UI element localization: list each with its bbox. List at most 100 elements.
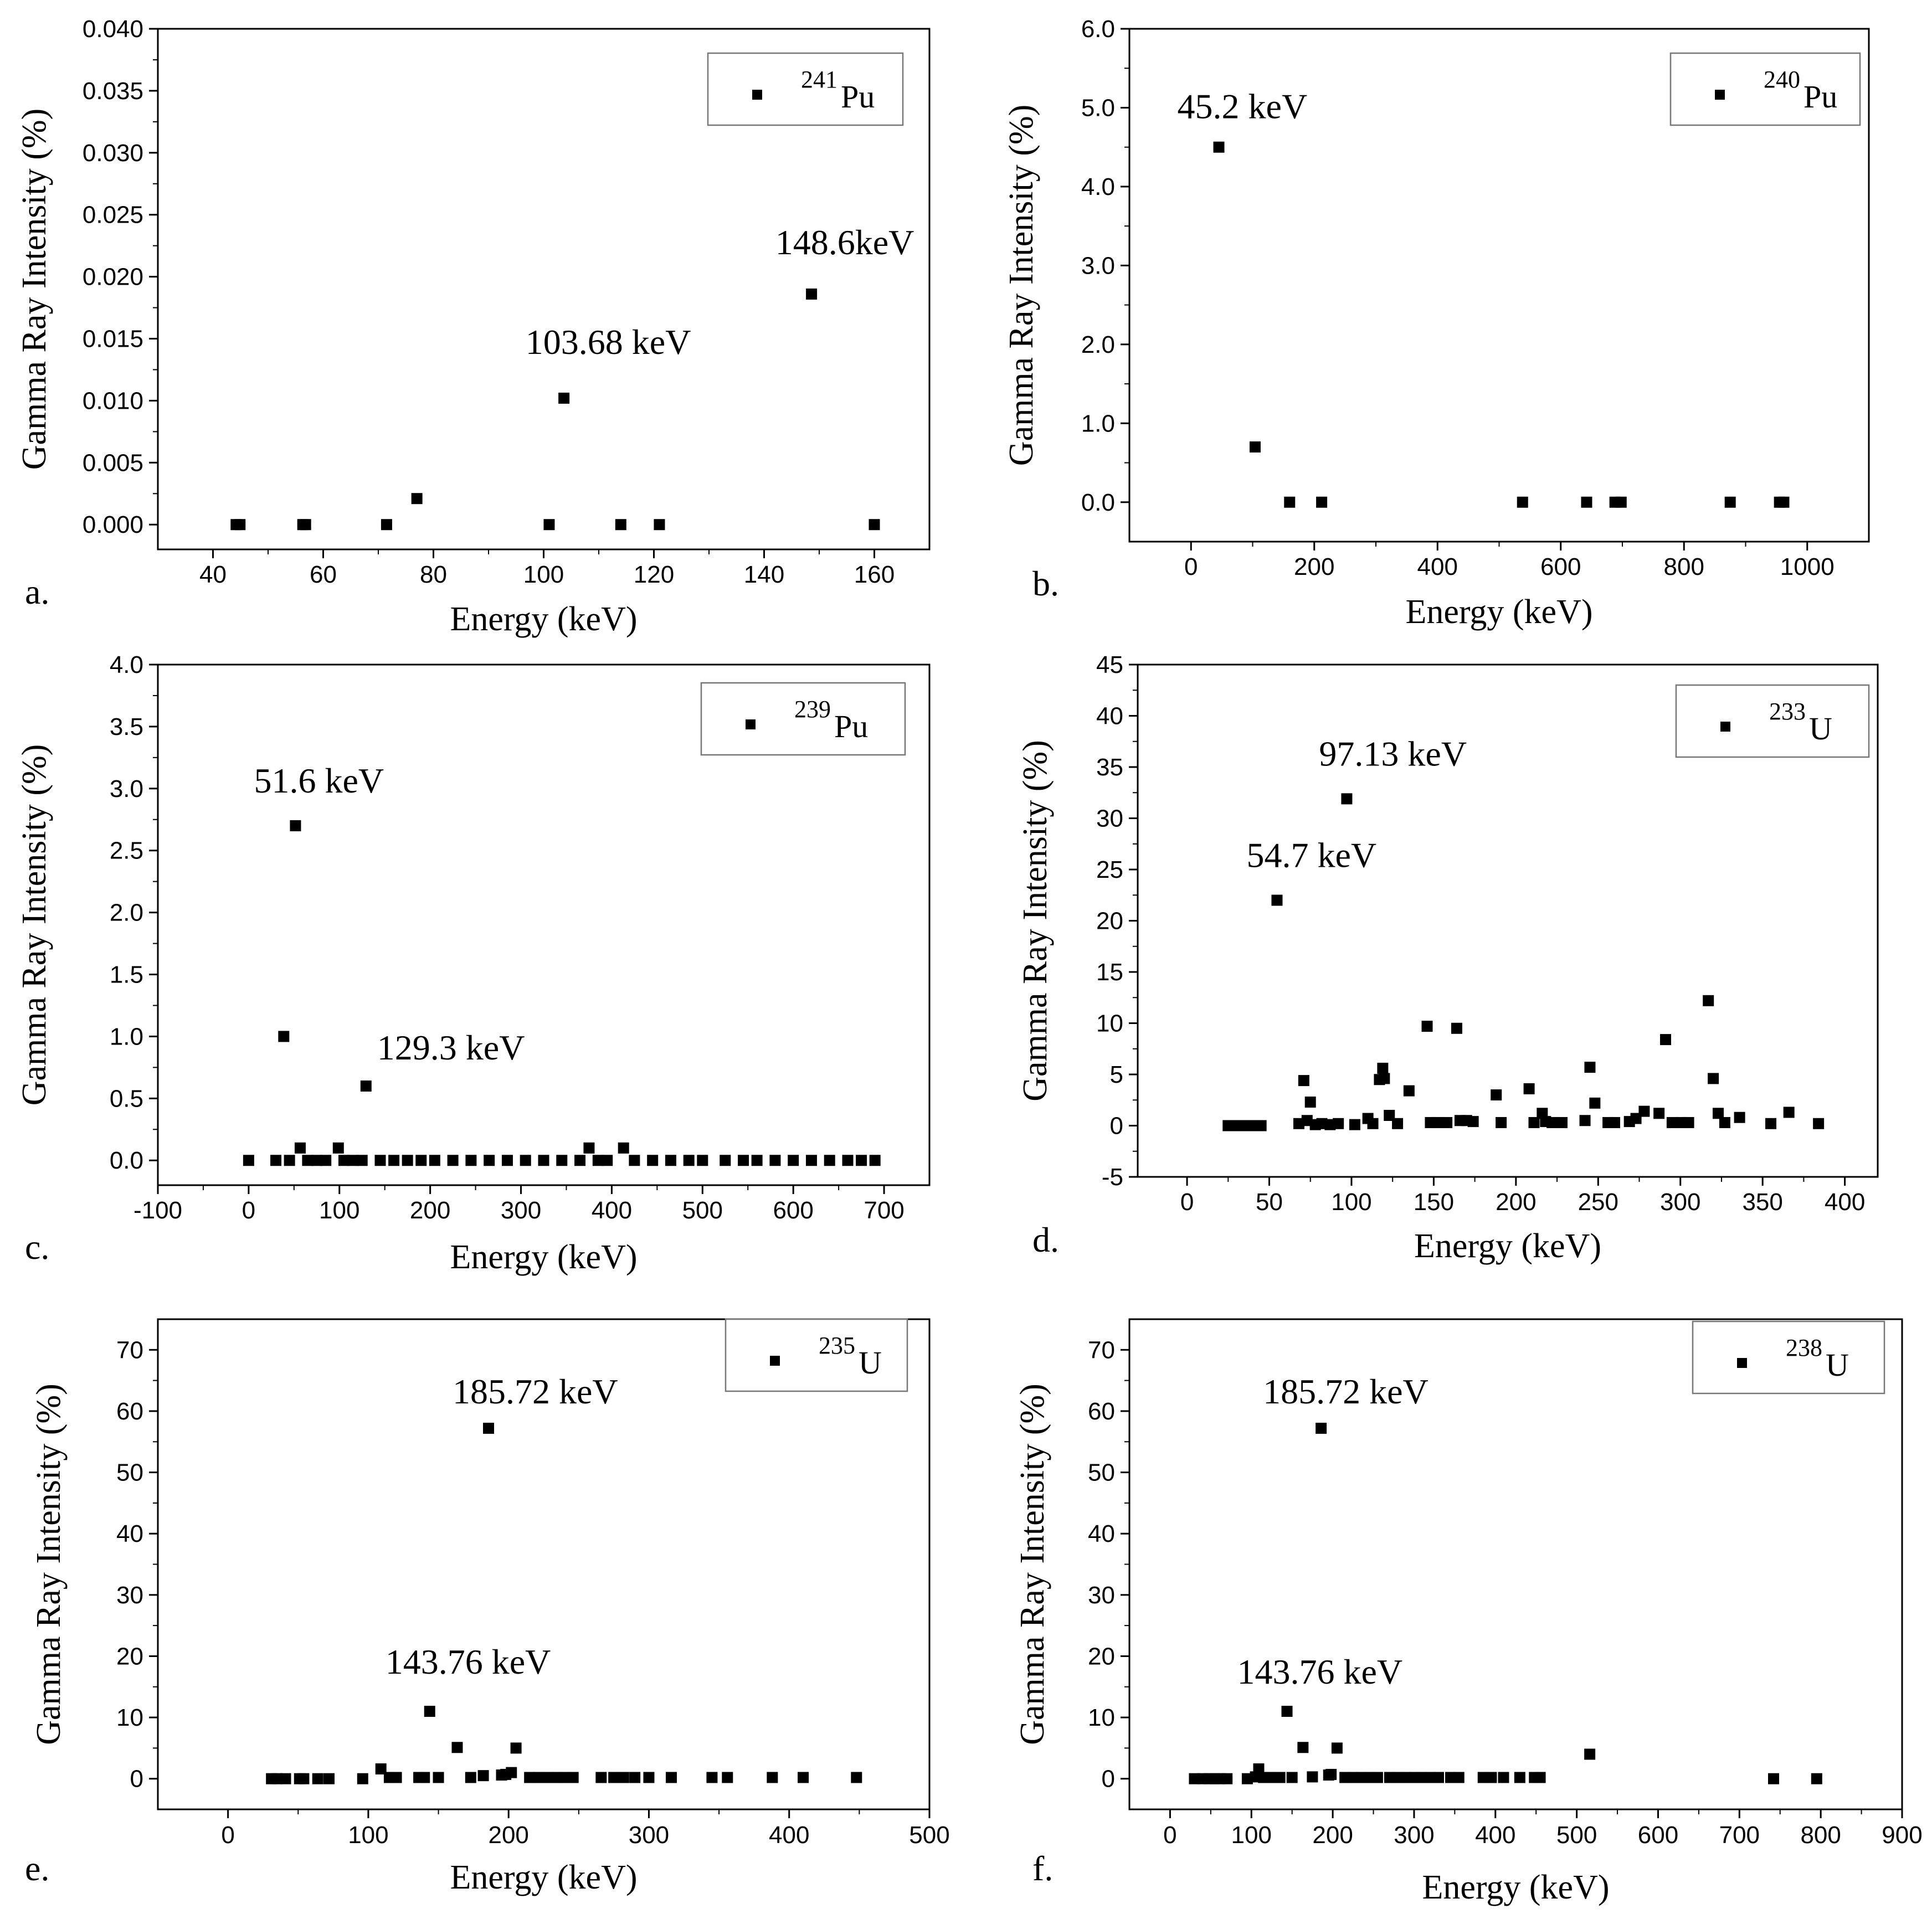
data-point xyxy=(1491,1089,1502,1100)
data-point xyxy=(769,1155,781,1166)
data-point xyxy=(856,1155,867,1166)
data-point xyxy=(1371,1772,1383,1783)
data-point xyxy=(1255,1120,1267,1131)
data-point xyxy=(1703,995,1714,1006)
data-point xyxy=(1281,1706,1293,1717)
legend-marker xyxy=(1715,90,1725,100)
x-tick-label: 200 xyxy=(1294,553,1334,580)
data-point xyxy=(1304,1096,1316,1108)
data-point xyxy=(332,1142,344,1154)
x-tick-label: 300 xyxy=(1660,1189,1700,1216)
x-tick-label: 50 xyxy=(1256,1189,1283,1216)
data-point xyxy=(1316,1422,1327,1434)
data-point xyxy=(1274,1772,1286,1783)
x-tick-label: 500 xyxy=(1556,1822,1597,1849)
data-point xyxy=(298,1773,310,1784)
legend-mass-number: 235 xyxy=(819,1332,855,1359)
data-point xyxy=(1451,1022,1462,1034)
x-tick-label: 500 xyxy=(682,1197,723,1224)
data-point xyxy=(805,1155,817,1166)
data-point xyxy=(433,1772,444,1783)
x-tick-label: 0 xyxy=(242,1197,255,1224)
data-point xyxy=(583,1142,595,1154)
data-point xyxy=(375,1763,387,1774)
y-tick-label: 70 xyxy=(1088,1336,1115,1364)
data-point xyxy=(806,288,818,300)
data-point xyxy=(278,1031,290,1042)
legend-element-symbol: Pu xyxy=(841,79,875,115)
data-point xyxy=(665,1155,676,1166)
data-point xyxy=(1253,1763,1265,1774)
data-point xyxy=(360,1080,372,1092)
peak-annotation: 185.72 keV xyxy=(1263,1372,1429,1411)
data-point xyxy=(234,519,246,531)
data-point xyxy=(615,519,626,531)
data-point xyxy=(402,1155,413,1166)
data-point xyxy=(558,392,570,404)
y-tick-label: 0.0 xyxy=(110,1147,143,1174)
data-point xyxy=(1724,496,1736,508)
legend-mass-number: 239 xyxy=(794,696,831,723)
x-tick-label: 0 xyxy=(1184,553,1198,580)
y-tick-label: 0.000 xyxy=(83,511,143,538)
data-point xyxy=(510,1742,522,1754)
legend-box xyxy=(724,1318,908,1392)
peak-annotation: 148.6keV xyxy=(775,223,914,262)
peak-annotation: 185.72 keV xyxy=(453,1372,618,1411)
data-point xyxy=(419,1772,430,1783)
data-point xyxy=(720,1155,731,1166)
data-point xyxy=(618,1142,629,1154)
data-point xyxy=(1719,1117,1730,1128)
data-point xyxy=(302,1155,314,1166)
data-point xyxy=(1534,1772,1546,1783)
x-tick-label: 700 xyxy=(864,1197,904,1224)
data-point xyxy=(574,1155,586,1166)
y-tick-label: 0.025 xyxy=(83,202,143,229)
x-axis-title: Energy (keV) xyxy=(1422,1869,1609,1906)
data-point xyxy=(1213,141,1225,153)
y-tick-label: 15 xyxy=(1096,959,1123,986)
x-tick-label: 100 xyxy=(1231,1822,1272,1849)
x-tick-label: 200 xyxy=(410,1197,450,1224)
data-point xyxy=(520,1155,531,1166)
peak-annotation: 143.76 keV xyxy=(386,1642,551,1681)
data-point xyxy=(411,493,423,505)
panel-f: 0 10 20 30 40 50 60 70 0 100 200 300 400 500 600 700 800… xyxy=(966,1279,1932,1919)
data-point xyxy=(1528,1117,1540,1128)
legend-box xyxy=(1692,1320,1885,1395)
data-point xyxy=(1349,1119,1360,1130)
data-point xyxy=(1498,1772,1509,1783)
legend: 239 Pu xyxy=(700,682,906,756)
data-point xyxy=(300,519,311,531)
data-point xyxy=(1271,894,1283,906)
data-point xyxy=(290,820,301,831)
data-point xyxy=(697,1155,708,1166)
data-point xyxy=(788,1155,799,1166)
y-tick-label: 5 xyxy=(1110,1061,1123,1088)
data-point xyxy=(1403,1085,1415,1097)
data-point xyxy=(798,1772,809,1783)
data-point xyxy=(643,1772,655,1783)
panel-label: d. xyxy=(1032,1220,1059,1259)
data-point xyxy=(647,1155,659,1166)
panel-label: c. xyxy=(25,1227,49,1267)
data-point xyxy=(1307,1771,1318,1783)
data-point xyxy=(1341,793,1353,805)
y-tick-label: 2.5 xyxy=(110,837,143,865)
chart-a: 0.000 0.005 0.010 0.015 0.020 0.025 0.030 0.035… xyxy=(16,16,931,638)
data-point xyxy=(506,1767,517,1778)
data-point xyxy=(654,519,665,531)
y-tick-label: 4.0 xyxy=(1081,173,1115,200)
data-point xyxy=(1431,1117,1443,1128)
y-tick-label: 20 xyxy=(1096,908,1123,935)
data-point xyxy=(532,1772,544,1783)
data-point xyxy=(1767,1773,1779,1784)
x-axis-title: Energy (keV) xyxy=(450,1859,637,1896)
data-point xyxy=(1609,1117,1620,1128)
y-tick-label: 40 xyxy=(1088,1520,1115,1547)
legend-box xyxy=(707,52,904,126)
panel-label: e. xyxy=(25,1849,49,1888)
y-tick-label: 0.020 xyxy=(83,264,143,291)
data-point xyxy=(1683,1117,1694,1128)
